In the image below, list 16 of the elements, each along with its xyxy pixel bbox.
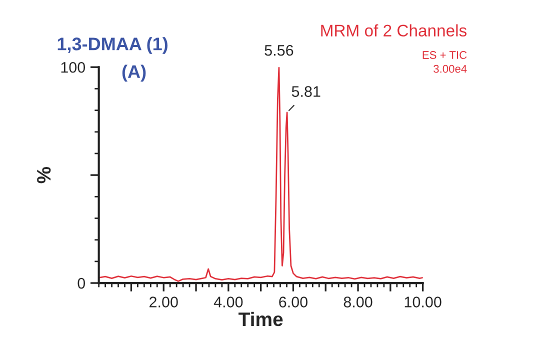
y-axis-title: % <box>37 166 51 184</box>
x-tick-label: 6.00 <box>279 296 308 308</box>
annotation: 5.81 <box>292 86 320 97</box>
annotation: (A) <box>122 64 146 82</box>
annotation: 5.56 <box>264 44 294 56</box>
y-tick-label: 0 <box>78 278 86 289</box>
x-tick-label: 10.00 <box>404 296 442 308</box>
x-tick-label: 2.00 <box>150 296 178 308</box>
text: 3.00e4 <box>434 64 467 73</box>
text: MRM of 2 Channels <box>321 24 467 36</box>
chart-title: 1,3-DMAA (1) <box>58 37 168 54</box>
y-tick-label: 100 <box>61 62 86 73</box>
text: ES + TIC <box>422 51 467 59</box>
x-axis-title: Time <box>238 312 283 326</box>
x-tick-label: 4.00 <box>214 296 243 308</box>
x-tick-label: 8.00 <box>344 296 372 308</box>
